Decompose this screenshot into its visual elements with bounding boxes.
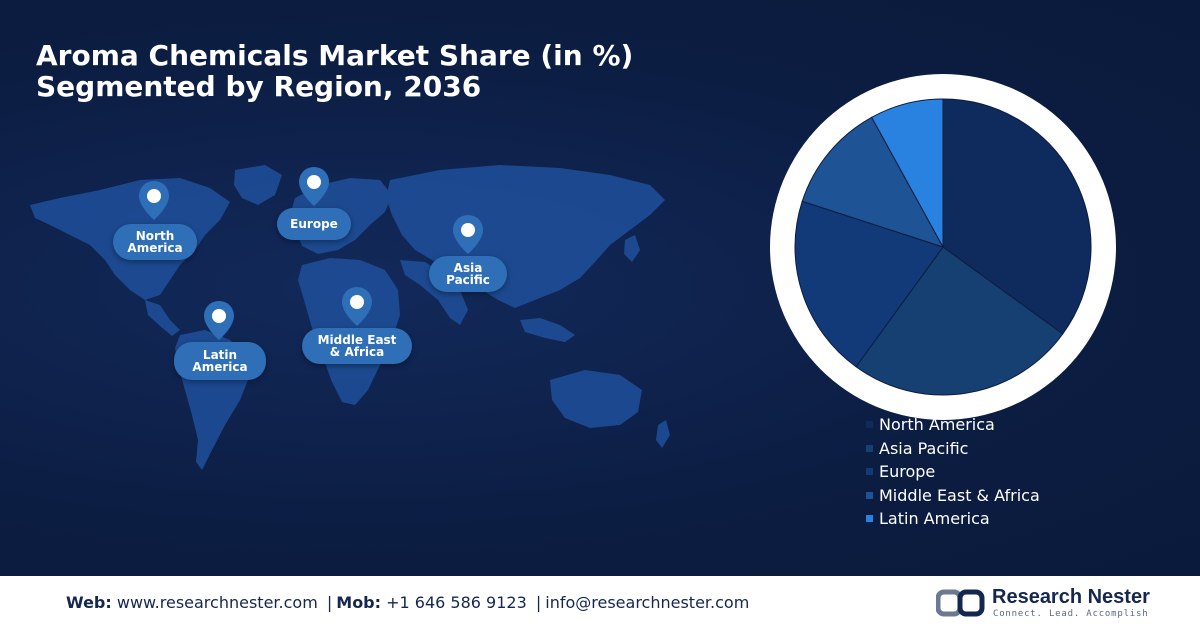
legend-swatch	[866, 468, 873, 476]
footer-contact: Web: www.researchnester.com | Mob: +1 646…	[66, 593, 749, 612]
page-title: Aroma Chemicals Market Share (in %) Segm…	[36, 40, 676, 102]
pie-chart	[768, 72, 1118, 422]
pie-slice-latin-america	[871, 98, 944, 248]
pie-slice-asia-pacific	[855, 246, 1064, 396]
separator: |	[535, 593, 542, 612]
pie-slice-north-america	[942, 98, 1092, 335]
title-line-1: Aroma Chemicals Market Share (in %)	[36, 39, 634, 72]
web-label: Web:	[66, 593, 112, 612]
legend-label: Latin America	[879, 509, 990, 529]
logo-tagline: Connect. Lead. Accomplish	[993, 609, 1149, 619]
title-line-2: Segmented by Region, 2036	[36, 70, 482, 103]
marker-label: Latin America	[174, 342, 266, 380]
legend-item: Europe	[866, 460, 1040, 484]
legend-item: Middle East & Africa	[866, 484, 1040, 508]
footer: Web: www.researchnester.com | Mob: +1 646…	[0, 576, 1200, 628]
email-link[interactable]: info@researchnester.com	[545, 593, 750, 612]
legend-label: Asia Pacific	[879, 438, 969, 458]
location-pin-icon	[204, 301, 234, 340]
pie-slice-middle-east-africa	[801, 116, 945, 248]
world-map: North America Europe Asia Pacific Lati	[20, 150, 680, 480]
pie-chart-svg	[770, 74, 1116, 420]
marker-label: Europe	[277, 208, 351, 240]
location-pin-icon	[453, 215, 483, 254]
research-nester-logo[interactable]: Research Nester Connect. Lead. Accomplis…	[936, 586, 1150, 620]
pie-slice-europe	[794, 200, 944, 368]
legend-item: North America	[866, 413, 1040, 437]
logo-name: Research Nester	[992, 586, 1150, 608]
legend-label: Europe	[879, 462, 936, 482]
location-pin-icon	[139, 181, 169, 220]
legend-label: Middle East & Africa	[879, 485, 1040, 505]
chart-legend: North America Asia Pacific Europe Middle Ea…	[866, 413, 1040, 531]
marker-label: North America	[113, 224, 197, 260]
legend-swatch	[866, 515, 873, 523]
legend-item: Latin America	[866, 507, 1040, 531]
separator: |	[326, 593, 333, 612]
logo-mark-icon	[936, 589, 985, 617]
mob-label: Mob:	[336, 593, 382, 612]
legend-swatch	[866, 444, 873, 452]
legend-swatch	[866, 421, 873, 429]
legend-label: North America	[879, 415, 995, 435]
web-link[interactable]: www.researchnester.com	[116, 593, 318, 612]
location-pin-icon	[342, 287, 372, 326]
phone-number[interactable]: +1 646 586 9123	[386, 593, 527, 612]
infographic-canvas: Aroma Chemicals Market Share (in %) Segm…	[0, 0, 1200, 576]
marker-label: Middle East & Africa	[302, 328, 412, 364]
marker-label: Asia Pacific	[429, 256, 507, 292]
location-pin-icon	[299, 167, 329, 206]
legend-swatch	[866, 491, 873, 499]
legend-item: Asia Pacific	[866, 437, 1040, 461]
